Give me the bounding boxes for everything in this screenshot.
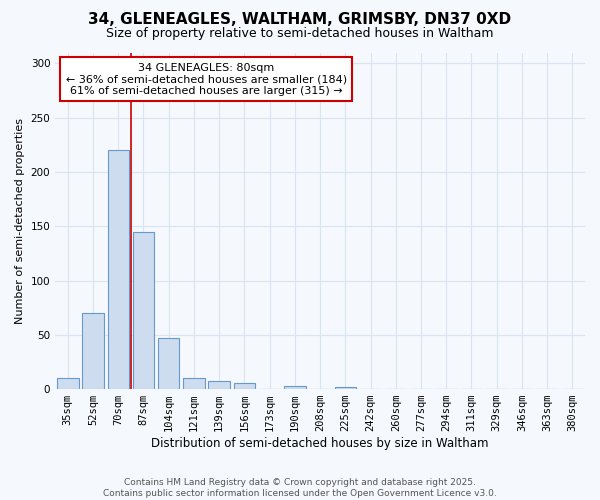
Y-axis label: Number of semi-detached properties: Number of semi-detached properties bbox=[15, 118, 25, 324]
Bar bbox=[57, 378, 79, 389]
Text: 34, GLENEAGLES, WALTHAM, GRIMSBY, DN37 0XD: 34, GLENEAGLES, WALTHAM, GRIMSBY, DN37 0… bbox=[88, 12, 512, 28]
Bar bbox=[158, 338, 179, 389]
Bar bbox=[82, 313, 104, 389]
Text: Contains HM Land Registry data © Crown copyright and database right 2025.
Contai: Contains HM Land Registry data © Crown c… bbox=[103, 478, 497, 498]
Bar bbox=[133, 232, 154, 389]
Text: Size of property relative to semi-detached houses in Waltham: Size of property relative to semi-detach… bbox=[106, 28, 494, 40]
Bar bbox=[183, 378, 205, 389]
X-axis label: Distribution of semi-detached houses by size in Waltham: Distribution of semi-detached houses by … bbox=[151, 437, 489, 450]
Bar bbox=[233, 382, 255, 389]
Bar bbox=[208, 382, 230, 389]
Bar bbox=[335, 387, 356, 389]
Bar bbox=[107, 150, 129, 389]
Bar bbox=[284, 386, 305, 389]
Text: 34 GLENEAGLES: 80sqm
← 36% of semi-detached houses are smaller (184)
61% of semi: 34 GLENEAGLES: 80sqm ← 36% of semi-detac… bbox=[65, 62, 347, 96]
